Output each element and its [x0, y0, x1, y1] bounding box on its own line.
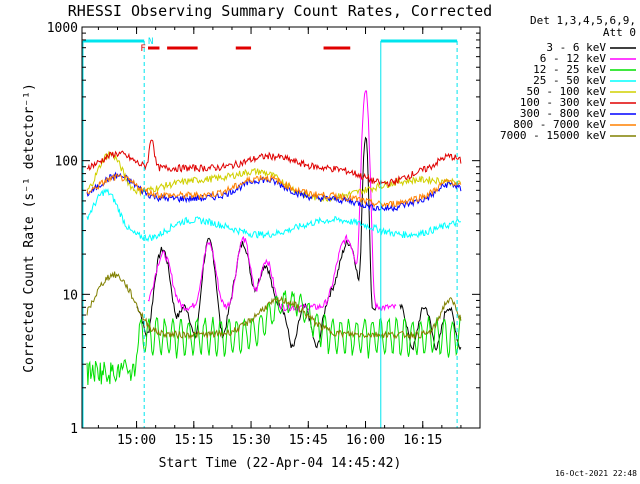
- legend-header-line-2: Att 0: [603, 26, 636, 39]
- series-layer: [86, 90, 462, 386]
- legend-entry-label: 7000 - 15000 keV: [500, 129, 606, 142]
- x-tick-label: 15:45: [289, 433, 328, 448]
- y-axis: 1 10 100 1000: [47, 21, 480, 437]
- x-tick-label: 16:00: [346, 433, 385, 448]
- x-tick-label: 16:15: [403, 433, 442, 448]
- legend-entry-label: 6 - 12 keV: [540, 52, 607, 65]
- plot-frame: [81, 26, 481, 429]
- legend-entry-label: 800 - 7000 keV: [513, 118, 606, 131]
- y-tick-label: 10: [62, 288, 78, 303]
- legend-entry-label: 12 - 25 keV: [533, 63, 606, 76]
- series-line-9: [86, 271, 462, 340]
- flare-flag-label: F: [140, 44, 145, 54]
- x-tick-label: 15:30: [231, 433, 270, 448]
- legend-entry-label: 300 - 800 keV: [520, 107, 606, 120]
- legend-header-line-1: Det 1,3,4,5,6,9,: [530, 14, 636, 27]
- series-line-4: [86, 188, 462, 243]
- x-tick-label: 15:00: [117, 433, 156, 448]
- y-tick-label: 100: [55, 155, 78, 170]
- series-line-2: [147, 90, 397, 313]
- series-line-6: [86, 139, 462, 188]
- chart-title: RHESSI Observing Summary Count Rates, Co…: [68, 2, 492, 20]
- x-axis: 15:00 15:15 15:30 15:45 16:00 16:15: [97, 27, 481, 448]
- legend-entry-label: 25 - 50 keV: [533, 74, 606, 87]
- flag-layer: NF: [82, 37, 458, 428]
- series-line-8: [86, 173, 462, 208]
- legend-entry-label: 3 - 6 keV: [546, 41, 606, 54]
- timestamp: 16-Oct-2021 22:48: [555, 469, 637, 478]
- legend-entry-label: 50 - 100 keV: [527, 85, 607, 98]
- series-line-7: [86, 171, 462, 212]
- x-axis-label: Start Time (22-Apr-04 14:45:42): [159, 456, 402, 471]
- series-line-3: [86, 290, 462, 386]
- y-tick-label: 1: [70, 422, 78, 437]
- y-axis-label: Corrected Count Rate (s⁻¹ detector⁻¹): [22, 83, 37, 373]
- legend-entry-label: 100 - 300 keV: [520, 96, 606, 109]
- night-flag-label: N: [148, 37, 153, 47]
- x-tick-label: 15:15: [174, 433, 213, 448]
- y-tick-label: 1000: [47, 21, 78, 36]
